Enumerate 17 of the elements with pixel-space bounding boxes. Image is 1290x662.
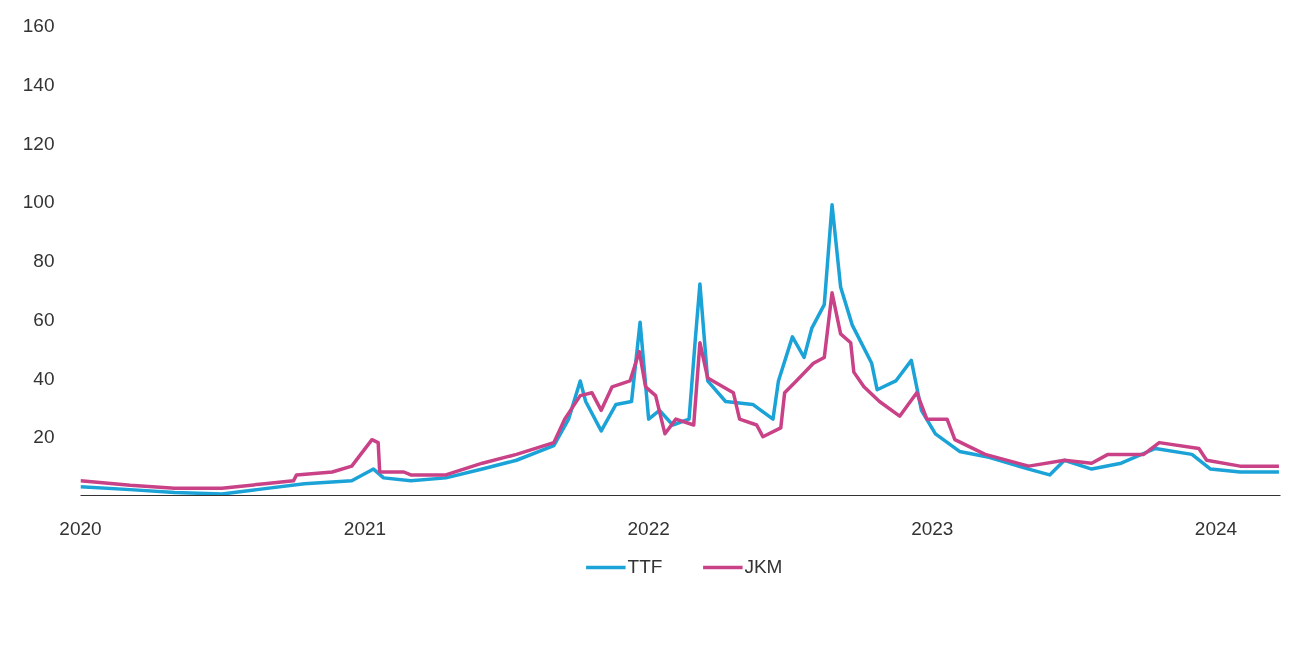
x-tick-label: 2023 <box>911 517 954 539</box>
y-tick-label: 80 <box>33 250 55 271</box>
legend-label: JKM <box>744 556 783 578</box>
y-tick-label: 20 <box>33 426 55 448</box>
y-tick-label: 60 <box>33 308 55 330</box>
line-series <box>80 202 1281 496</box>
y-tick-label: 120 <box>22 132 55 154</box>
y-tick-label: 160 <box>22 15 55 36</box>
legend-label: TTF <box>627 556 663 578</box>
y-tick-label: 40 <box>33 367 55 389</box>
x-tick-label: 2024 <box>1194 517 1238 539</box>
line-series <box>80 291 1281 490</box>
x-tick-label: 2021 <box>343 517 387 539</box>
y-tick-label: 100 <box>22 191 55 213</box>
x-tick-label: 2020 <box>59 517 102 539</box>
y-tick-label: 140 <box>22 73 55 95</box>
x-tick-label: 2022 <box>627 517 670 539</box>
